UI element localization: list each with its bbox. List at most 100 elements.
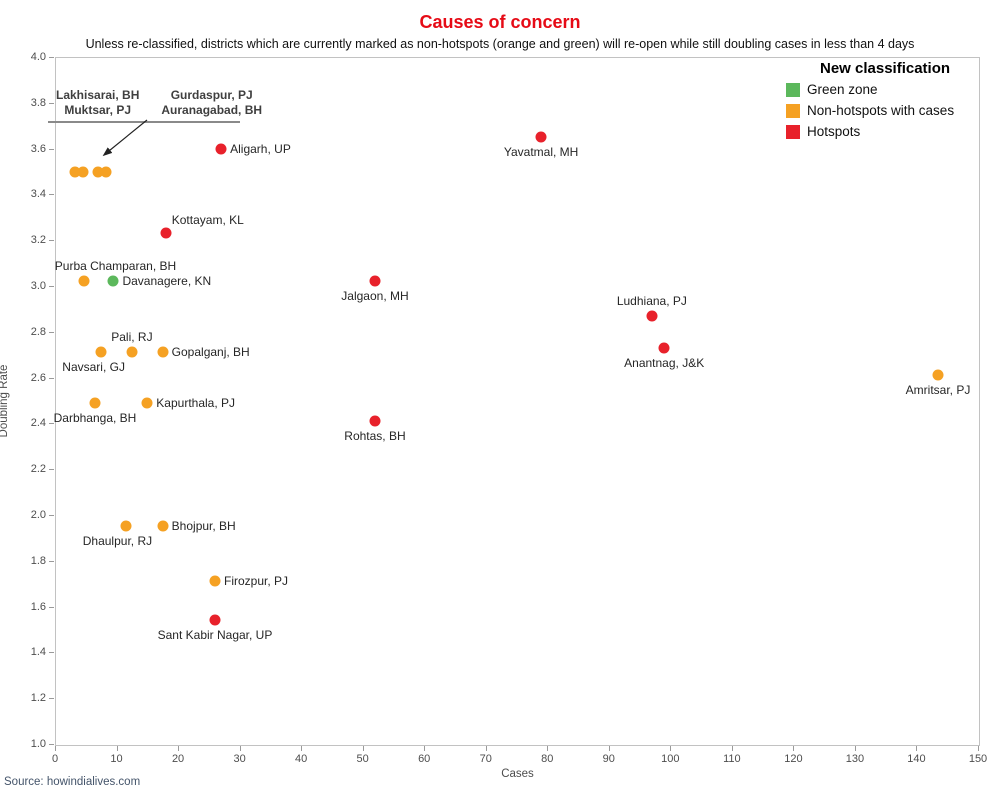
data-point[interactable]: [126, 346, 138, 358]
y-tick-mark: [49, 148, 54, 150]
data-point[interactable]: [160, 227, 172, 239]
data-point[interactable]: [92, 166, 104, 177]
legend-item-non-hotspots: Non-hotspots with cases: [786, 103, 996, 118]
data-point[interactable]: [141, 397, 153, 409]
x-tick-mark: [178, 746, 180, 751]
legend: New classification Green zone Non-hotspo…: [786, 60, 996, 145]
x-tick-mark: [424, 746, 426, 751]
x-tick-label: 100: [661, 753, 680, 765]
y-tick-label: 3.8: [30, 96, 46, 109]
x-tick-label: 10: [110, 753, 123, 765]
y-tick-label: 2.4: [30, 417, 46, 430]
data-point[interactable]: [100, 166, 112, 177]
x-tick-mark: [362, 746, 364, 751]
legend-item-hotspots: Hotspots: [786, 124, 996, 139]
x-tick-label: 140: [907, 753, 926, 765]
data-point[interactable]: [369, 275, 381, 287]
data-point[interactable]: [78, 275, 90, 287]
data-point[interactable]: [157, 346, 169, 358]
legend-item-green-zone: Green zone: [786, 82, 996, 97]
y-tick-label: 2.0: [30, 509, 46, 521]
y-tick-mark: [49, 286, 54, 287]
data-point[interactable]: [209, 614, 221, 626]
data-point[interactable]: [535, 131, 547, 143]
y-tick-label: 4.0: [30, 51, 46, 63]
x-tick-label: 120: [784, 753, 803, 765]
data-point[interactable]: [157, 520, 169, 532]
data-point-label: Aligarh, UP: [230, 141, 291, 156]
y-tick-mark: [49, 423, 54, 425]
annotation-district: Gurdaspur, PJ: [170, 88, 253, 102]
x-tick-label: 30: [233, 753, 246, 765]
y-tick-label: 3.4: [30, 188, 46, 201]
y-tick-label: 1.0: [30, 738, 46, 750]
x-tick-mark: [485, 746, 487, 751]
legend-item-label: Green zone: [807, 82, 878, 97]
data-point-label: Dhaulpur, RJ: [82, 534, 153, 549]
data-point-label: Sant Kabir Nagar, UP: [157, 628, 273, 643]
data-point-label: Amritsar, PJ: [905, 383, 971, 398]
y-tick-mark: [49, 377, 54, 379]
source-note: Source: howindialives.com: [4, 776, 141, 788]
x-tick-mark: [916, 746, 918, 751]
y-tick-label: 3.2: [30, 234, 46, 247]
x-tick-label: 40: [295, 753, 308, 765]
legend-title: New classification: [820, 60, 951, 77]
x-tick-mark: [55, 746, 56, 751]
x-tick-mark: [978, 746, 979, 751]
x-tick-label: 70: [479, 753, 492, 765]
y-tick-label: 2.2: [30, 463, 46, 476]
data-point-label: Kottayam, KL: [171, 213, 244, 228]
y-tick-label: 3.0: [30, 280, 46, 292]
annotation-arrow-icon: [102, 119, 148, 157]
data-point-label: Jalgaon, MH: [341, 289, 409, 304]
y-tick-mark: [49, 469, 54, 471]
data-point[interactable]: [95, 346, 107, 358]
x-tick-label: 90: [602, 753, 615, 765]
data-point[interactable]: [69, 166, 81, 177]
data-point-label: Firozpur, PJ: [223, 574, 289, 589]
data-point-label: Darbhanga, BH: [53, 410, 137, 425]
y-tick-mark: [49, 102, 54, 104]
data-point[interactable]: [77, 166, 89, 177]
data-point-label: Bhojpur, BH: [171, 519, 236, 534]
x-tick-label: 150: [968, 753, 988, 765]
annotation-district: Muktsar, PJ: [64, 103, 132, 117]
x-tick-mark: [731, 746, 733, 751]
x-tick-label: 110: [723, 753, 741, 765]
data-point-label: Yavatmal, MH: [503, 145, 579, 160]
data-point-label: Anantnag, J&K: [624, 355, 705, 370]
y-tick-mark: [49, 240, 54, 242]
data-point[interactable]: [120, 520, 132, 532]
x-tick-mark: [239, 746, 241, 751]
x-tick-mark: [854, 746, 856, 751]
data-point[interactable]: [209, 575, 221, 587]
green-zone-swatch-icon: [786, 82, 800, 97]
x-tick-mark: [301, 746, 303, 751]
chart-title: Causes of concern: [419, 12, 581, 32]
data-point[interactable]: [932, 369, 944, 381]
data-point-label: Gopalganj, BH: [171, 345, 250, 360]
data-point[interactable]: [369, 415, 381, 427]
x-tick-label: 0: [51, 753, 59, 765]
data-point-label: Ludhiana, PJ: [616, 293, 687, 308]
data-point-label: Pali, RJ: [111, 330, 153, 345]
x-tick-label: 80: [541, 753, 554, 765]
y-tick-mark: [49, 331, 54, 333]
data-point[interactable]: [658, 342, 670, 354]
y-tick-mark: [49, 515, 54, 516]
x-tick-label: 50: [356, 753, 369, 765]
x-tick-mark: [547, 746, 549, 751]
y-tick-label: 2.8: [30, 325, 46, 338]
data-point-label: Rohtas, BH: [344, 429, 406, 444]
data-point[interactable]: [107, 275, 119, 287]
data-point-label: Davanagere, KN: [122, 274, 212, 289]
y-tick-mark: [49, 194, 54, 196]
x-tick-label: 20: [171, 753, 185, 765]
legend-item-label: Hotspots: [807, 124, 861, 139]
data-point[interactable]: [646, 310, 658, 322]
data-point[interactable]: [89, 397, 101, 409]
x-tick-mark: [793, 746, 795, 751]
non-hotspots-swatch-icon: [786, 103, 800, 118]
data-point[interactable]: [215, 143, 227, 155]
